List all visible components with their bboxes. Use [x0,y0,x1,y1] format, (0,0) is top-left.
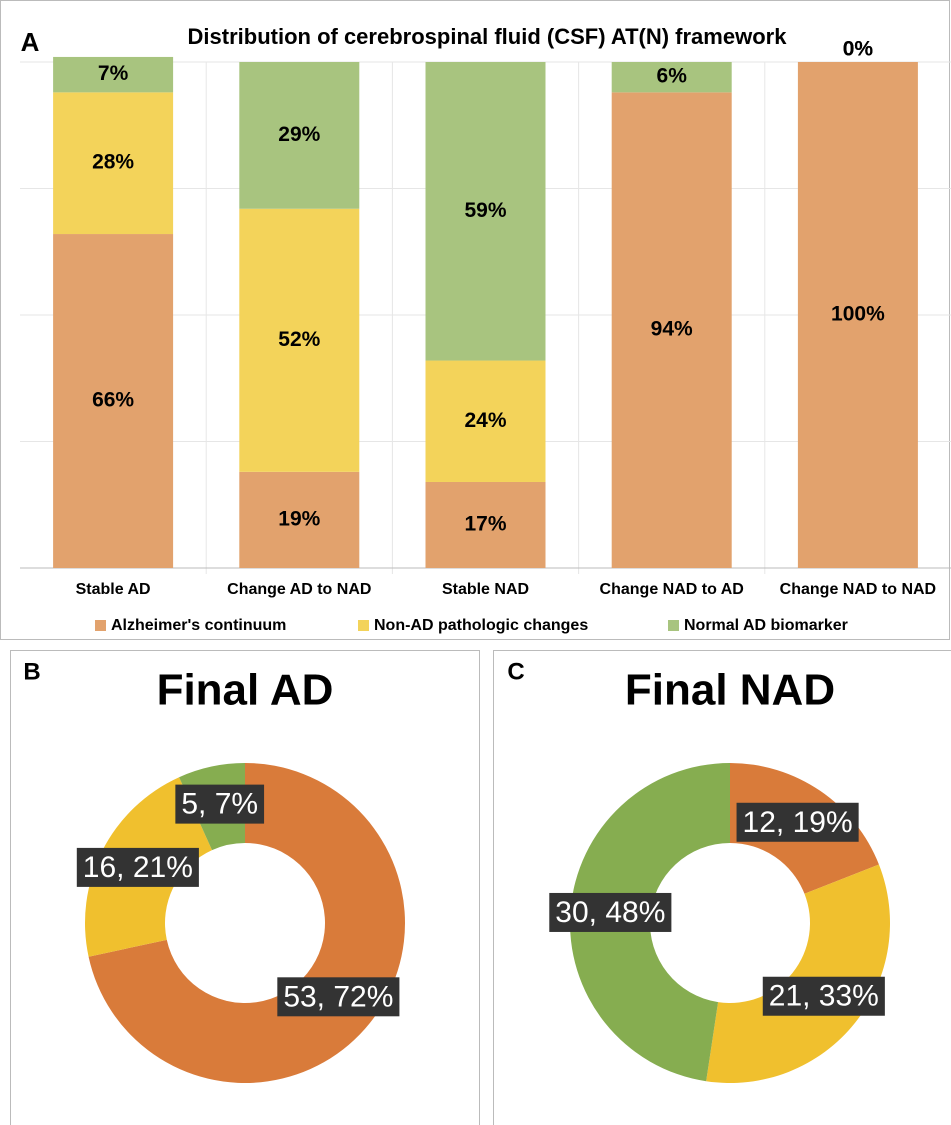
data-label: 24% [464,409,506,432]
legend-swatch [358,620,369,631]
data-label: 7% [98,62,129,85]
data-label: 21, 33% [769,980,879,1013]
bar-segment [425,360,546,482]
legend-swatch [668,620,679,631]
panel-label: C [507,658,524,685]
bar-segment [53,234,174,569]
data-label-box [175,784,265,824]
bar-segment [425,481,546,568]
data-label: 5, 7% [181,788,258,821]
data-label-box [277,977,400,1017]
data-label-box [76,847,199,887]
x-tick-label: Stable AD [76,581,151,598]
data-label: 0% [843,38,874,61]
x-tick-label: Stable NAD [442,581,529,598]
legend-swatch [95,620,106,631]
data-label: 0% [843,38,874,61]
data-label: 53, 72% [283,980,393,1013]
legend-label: Non-AD pathologic changes [374,617,588,634]
x-tick-label: Change AD to NAD [227,581,371,598]
data-label: 100% [831,303,885,326]
data-label: 12, 19% [743,806,853,839]
data-label: 94% [651,318,693,341]
data-label: 6% [657,65,688,88]
panel-frame [10,650,480,1125]
data-label: 30, 48% [555,896,665,929]
x-tick-label: Change NAD to AD [600,581,744,598]
data-label-box [549,892,672,932]
bar-segment [425,62,546,361]
panel-label: B [23,658,40,685]
legend-label: Alzheimer's continuum [111,617,286,634]
data-label: 17% [464,513,506,536]
data-label: 16, 21% [83,851,193,884]
bar-segment [53,92,174,235]
panel-label: A [21,27,40,57]
chart-title: Final NAD [625,666,835,715]
data-label: 28% [92,151,134,174]
chart-title: Final AD [157,666,334,715]
data-label: 66% [92,389,134,412]
data-label-box [736,802,859,842]
chart-title: Distribution of cerebrospinal fluid (CSF… [188,24,788,49]
bar-segment [53,56,174,93]
x-tick-label: Change NAD to NAD [780,581,936,598]
data-label: 59% [464,199,506,222]
data-label: 19% [278,507,320,530]
legend-label: Normal AD biomarker [684,617,848,634]
bar-segment [239,471,360,568]
panel-frame [0,0,950,640]
bar-segment [239,208,360,472]
data-label: 29% [278,123,320,146]
donut-segment [706,864,890,1083]
bar-segment [797,62,918,568]
bar-segment [239,62,360,209]
panel-frame [493,650,951,1125]
bar-segment [611,92,732,569]
bar-segment [611,62,732,93]
data-label-box [762,976,885,1016]
data-label: 52% [278,328,320,351]
